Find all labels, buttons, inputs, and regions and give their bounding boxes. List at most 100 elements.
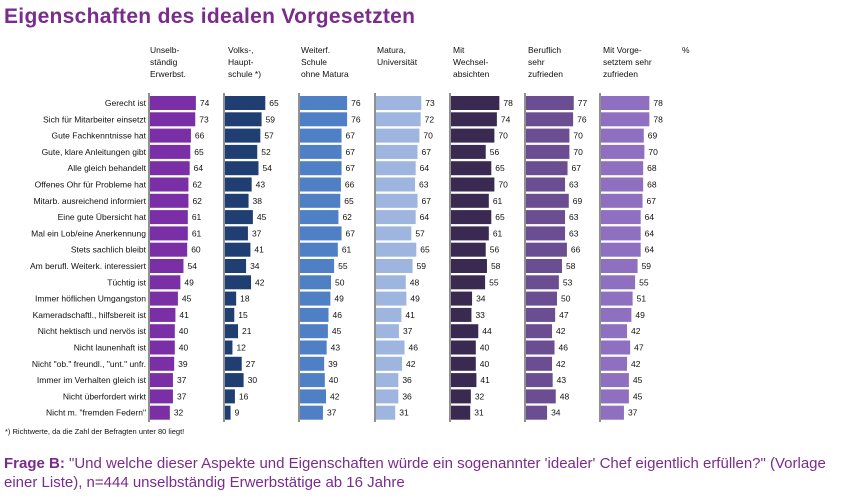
data-label: 73 — [425, 98, 435, 108]
data-label: 63 — [569, 212, 579, 222]
data-label: 42 — [406, 359, 416, 369]
category-label: Mal ein Lob/eine Anerkennung — [31, 228, 146, 238]
data-label: 76 — [351, 114, 361, 124]
data-label: 74 — [501, 114, 511, 124]
bar — [451, 259, 487, 273]
data-label: 41 — [405, 310, 415, 320]
data-label: 69 — [573, 196, 583, 206]
bar — [601, 144, 645, 159]
bar — [526, 96, 574, 110]
series-header-3: Weiterf. Schule ohne Matura — [301, 45, 349, 79]
bar — [225, 242, 251, 257]
data-label: 9 — [235, 408, 240, 418]
bar — [601, 324, 628, 339]
data-label: 50 — [561, 294, 571, 304]
data-label: 69 — [648, 131, 658, 141]
data-label: 70 — [423, 131, 433, 141]
bar — [451, 193, 489, 208]
bar — [300, 96, 348, 110]
bar — [376, 340, 405, 355]
bar — [601, 356, 628, 371]
bar — [225, 161, 259, 176]
bar — [451, 340, 476, 355]
data-label: 62 — [192, 196, 202, 206]
bar — [601, 340, 631, 355]
series-header-4: Matura, Universität — [377, 45, 418, 67]
bar — [526, 275, 559, 290]
category-label: Mitarb. ausreichend informiert — [34, 196, 147, 206]
bar — [526, 389, 556, 404]
category-label: Immer im Verhalten gleich ist — [37, 375, 147, 385]
data-label: 65 — [495, 212, 505, 222]
bar — [150, 373, 173, 388]
footnote: *) Richtwerte, da die Zahl der Befragten… — [5, 427, 185, 436]
bar — [150, 144, 191, 159]
bar — [300, 177, 341, 192]
data-label: 70 — [648, 147, 658, 157]
bar — [150, 275, 181, 290]
data-label: 61 — [493, 196, 503, 206]
bar — [300, 210, 339, 225]
data-label: 34 — [250, 261, 260, 271]
bar — [300, 259, 335, 273]
data-label: 70 — [498, 180, 508, 190]
data-label: 42 — [255, 277, 265, 287]
category-label: Eine gute Übersicht hat — [58, 212, 147, 222]
bar — [300, 356, 325, 371]
bar — [601, 96, 650, 110]
bar — [150, 193, 189, 208]
data-label: 40 — [179, 343, 189, 353]
data-label: 62 — [342, 212, 352, 222]
data-label: 66 — [195, 131, 205, 141]
bar — [526, 405, 548, 420]
data-label: 27 — [246, 359, 256, 369]
bar — [601, 193, 643, 208]
category-label: Nicht m. "fremden Federn" — [46, 408, 146, 418]
data-label: 64 — [645, 228, 655, 238]
bar — [225, 128, 261, 143]
bar — [225, 275, 252, 290]
data-label: 65 — [194, 147, 204, 157]
data-label: 66 — [345, 180, 355, 190]
data-label: 72 — [425, 114, 435, 124]
data-label: 45 — [257, 212, 267, 222]
bar — [300, 226, 342, 241]
bar — [451, 307, 472, 322]
bar — [451, 210, 492, 225]
data-label: 70 — [498, 131, 508, 141]
data-label: 45 — [182, 294, 192, 304]
category-label: Gute Fachkenntnisse hat — [51, 131, 146, 141]
bar — [601, 307, 632, 322]
bar — [601, 226, 641, 241]
bar — [225, 144, 258, 159]
bar — [225, 291, 237, 306]
data-label: 18 — [240, 294, 250, 304]
bar — [601, 405, 624, 420]
data-label: 41 — [254, 245, 264, 255]
data-label: 42 — [330, 391, 340, 401]
data-label: 37 — [252, 228, 262, 238]
data-label: 47 — [559, 310, 569, 320]
data-label: 61 — [192, 212, 202, 222]
bar — [601, 291, 633, 306]
bar — [150, 161, 190, 176]
data-label: 39 — [328, 359, 338, 369]
data-label: 62 — [192, 180, 202, 190]
data-label: 67 — [422, 196, 432, 206]
bar — [225, 340, 233, 355]
bar — [601, 389, 629, 404]
bar — [451, 128, 495, 143]
data-label: 46 — [333, 310, 343, 320]
bar — [451, 177, 495, 192]
data-label: 67 — [647, 196, 657, 206]
bar — [225, 210, 253, 225]
data-label: 60 — [191, 245, 201, 255]
bar — [376, 307, 402, 322]
data-label: 37 — [327, 408, 337, 418]
bar — [376, 324, 399, 339]
bar — [376, 128, 420, 143]
category-label: Kameradschaftl., hilfsbereit ist — [33, 310, 147, 320]
data-label: 64 — [420, 212, 430, 222]
data-label: 55 — [489, 277, 499, 287]
data-label: 31 — [474, 408, 484, 418]
